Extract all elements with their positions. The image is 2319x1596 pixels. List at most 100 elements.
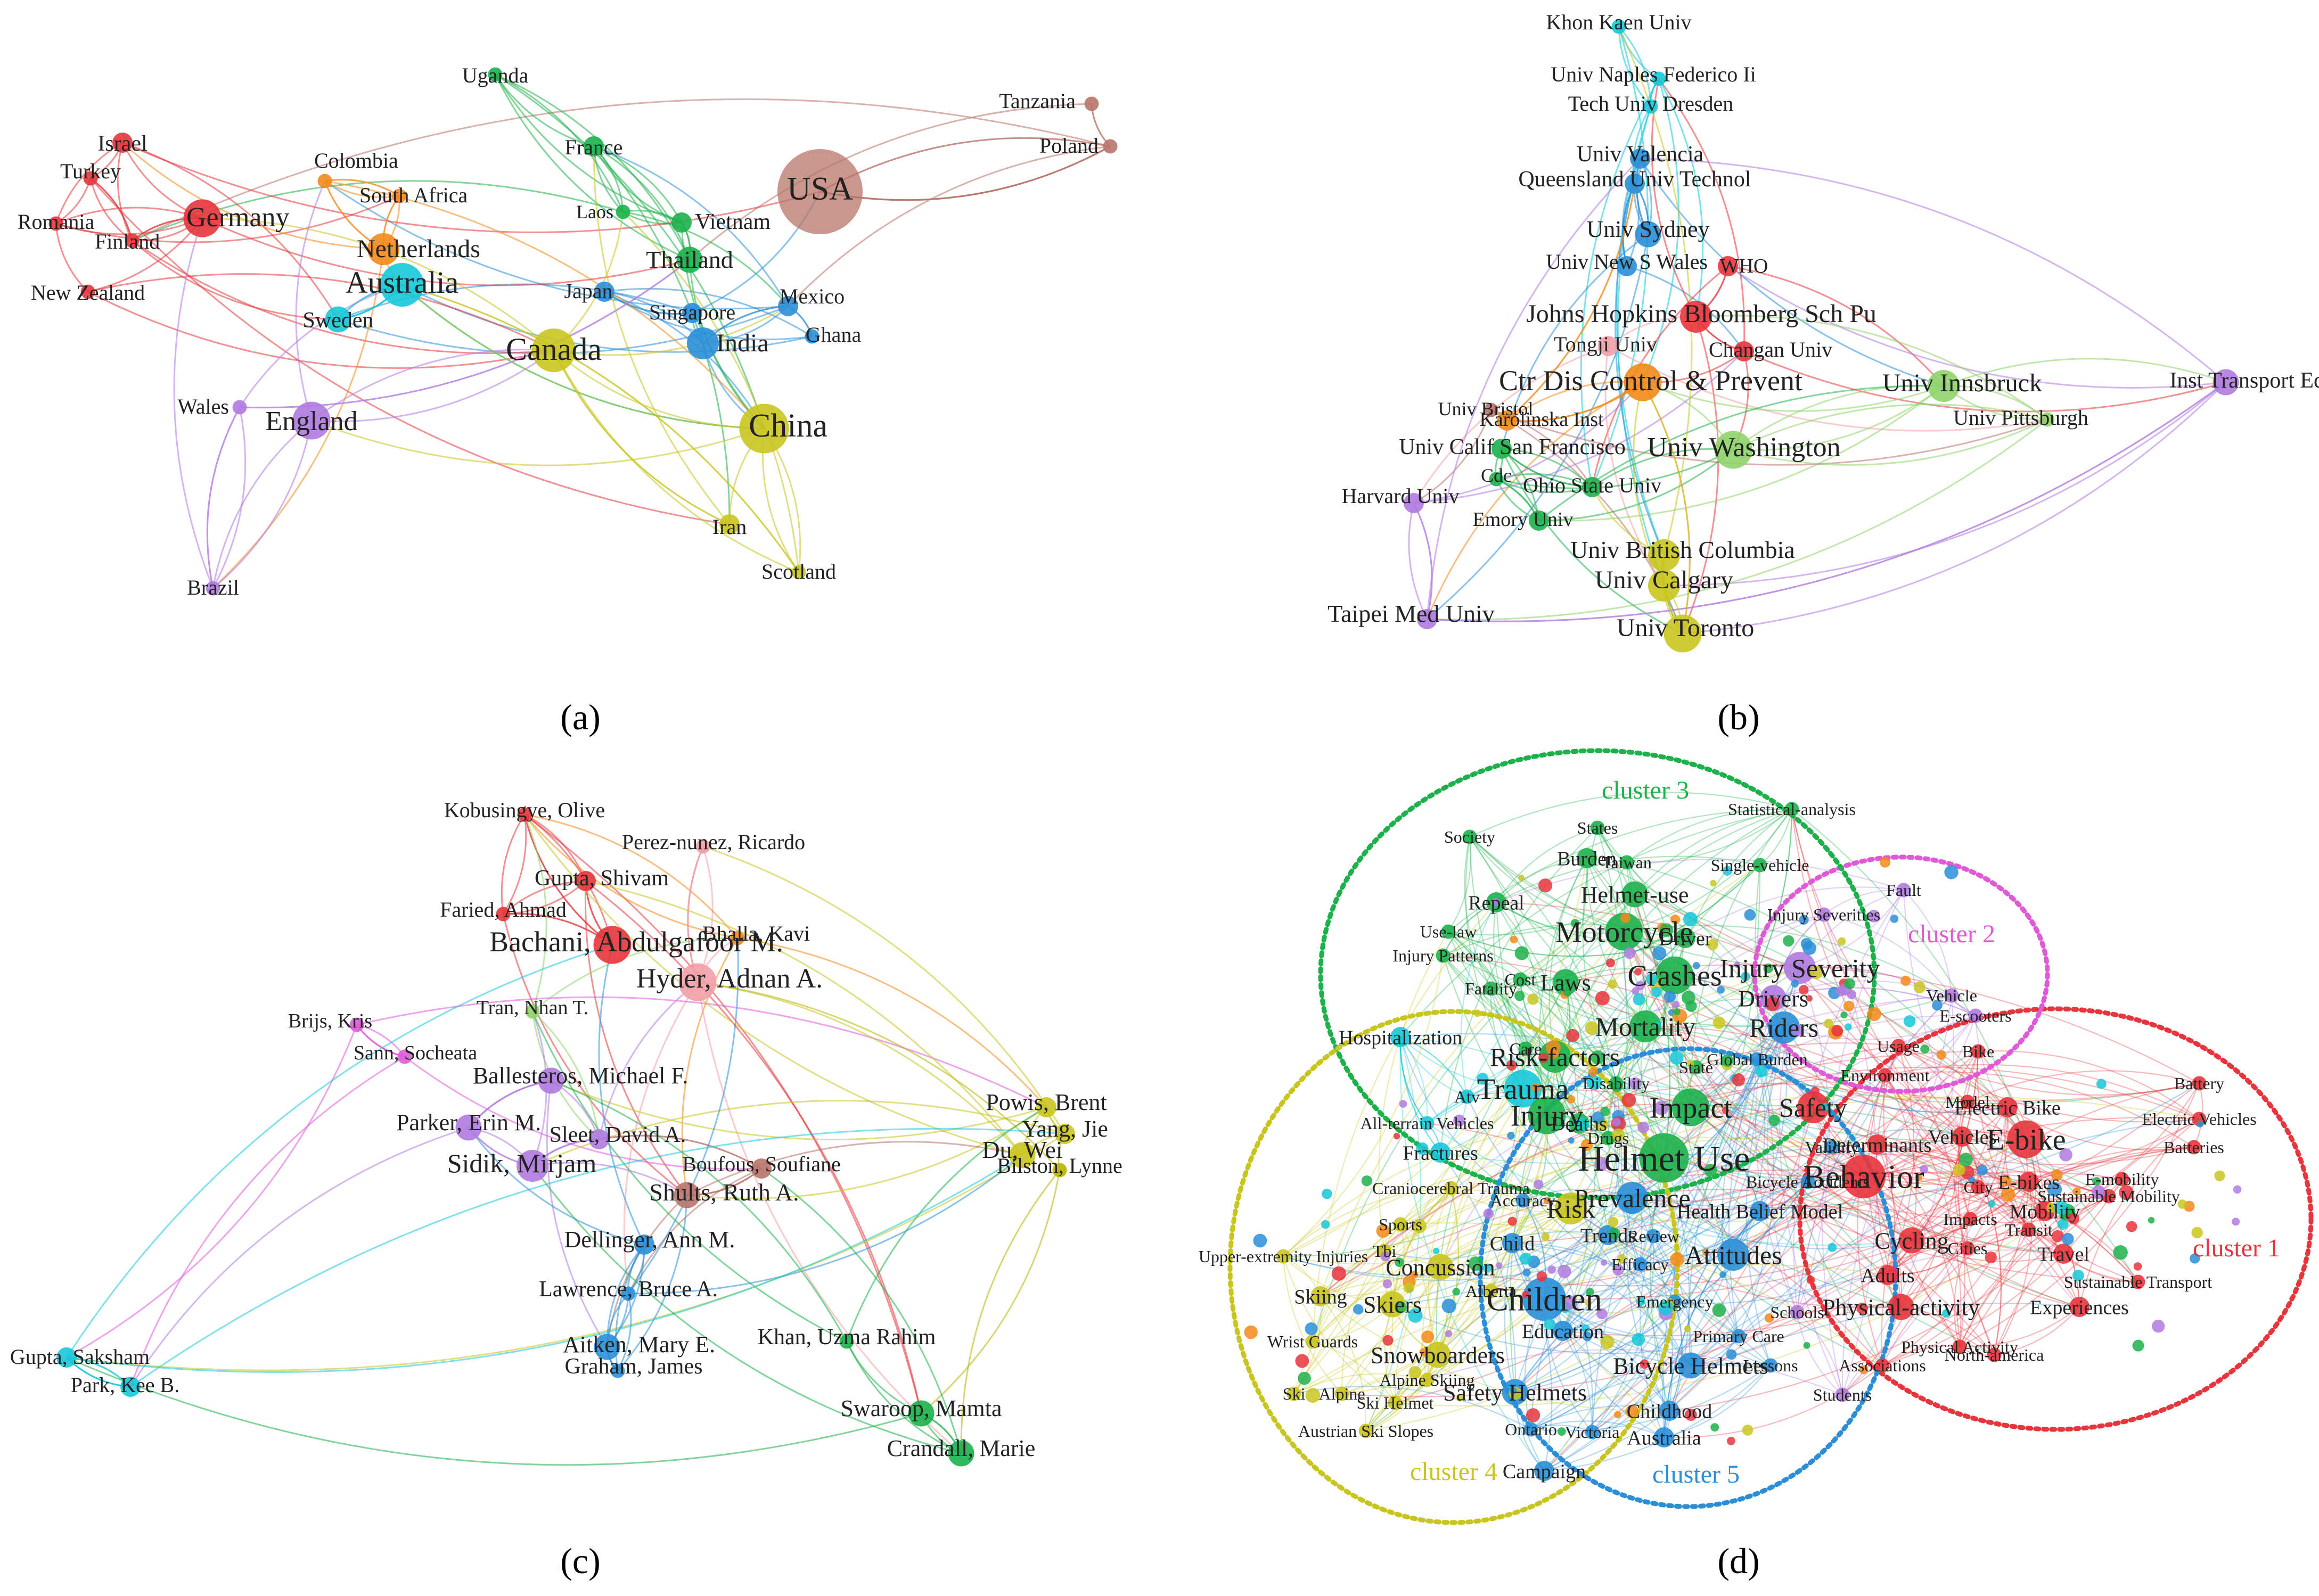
- node-australia[interactable]: [380, 263, 424, 307]
- node-johns-hopkins-bloomberg-sch-pu[interactable]: [1680, 301, 1712, 333]
- node-bicycle-helmets[interactable]: [1677, 1352, 1704, 1379]
- node-ctr-dis-control-prevent[interactable]: [1624, 363, 1662, 401]
- node-tongji-univ[interactable]: [1598, 336, 1618, 356]
- node-campaign[interactable]: [1534, 1461, 1554, 1481]
- node-inst-transport-econ[interactable]: [2213, 369, 2239, 396]
- node-new-zealand[interactable]: [80, 284, 95, 299]
- node-primary-care[interactable]: [1731, 1329, 1746, 1344]
- node-iran[interactable]: [719, 514, 740, 534]
- node-fractures[interactable]: [1430, 1142, 1451, 1163]
- node-usage[interactable]: [1891, 1039, 1906, 1054]
- node-aitken-mary-e[interactable]: [594, 1334, 620, 1360]
- node-faried-ahmad[interactable]: [496, 907, 511, 922]
- node-vietnam[interactable]: [671, 212, 692, 233]
- node-univ-innsbruck[interactable]: [1928, 370, 1960, 402]
- node-yang-jie[interactable]: [1055, 1124, 1075, 1144]
- node-sann-socheata[interactable]: [397, 1049, 412, 1064]
- node-australia[interactable]: [1654, 1427, 1674, 1447]
- node-univ-calif-san-francisco[interactable]: [1492, 439, 1512, 459]
- node-fault[interactable]: [1896, 883, 1911, 898]
- node-battery[interactable]: [2192, 1076, 2207, 1091]
- node-crashes[interactable]: [1656, 956, 1694, 994]
- node-fatality[interactable]: [1484, 981, 1498, 996]
- node-sweden[interactable]: [325, 306, 351, 333]
- node-craniocerebral-trauma[interactable]: [1444, 1181, 1458, 1196]
- node-upper-extremity-injuries[interactable]: [1276, 1249, 1291, 1264]
- node-khon-kaen-univ[interactable]: [1611, 19, 1626, 34]
- node-health-belief-model[interactable]: [1750, 1201, 1770, 1221]
- node-cdc[interactable]: [1489, 472, 1504, 487]
- node-sports[interactable]: [1393, 1217, 1408, 1232]
- node-risk[interactable]: [1555, 1192, 1587, 1224]
- node-lawrence-bruce-a[interactable]: [621, 1286, 636, 1301]
- node-ghana[interactable]: [805, 329, 820, 344]
- node-scotland[interactable]: [791, 565, 806, 580]
- node-bicycle-accidents[interactable]: [1800, 1174, 1815, 1189]
- node-who[interactable]: [1718, 256, 1738, 276]
- node-ohio-state-univ[interactable]: [1582, 477, 1602, 497]
- node-statistical-analysis[interactable]: [1784, 802, 1799, 817]
- node-childhood[interactable]: [1659, 1401, 1679, 1421]
- node-univ-british-columbia[interactable]: [1648, 539, 1680, 571]
- node-boufous-soufiane[interactable]: [751, 1158, 772, 1179]
- node-sleet-david-a[interactable]: [589, 1129, 609, 1149]
- node-education[interactable]: [1553, 1321, 1573, 1341]
- node-city[interactable]: [1971, 1180, 1986, 1195]
- node-environment[interactable]: [1878, 1068, 1892, 1083]
- node-model[interactable]: [1960, 1095, 1975, 1109]
- node-injury-patterns[interactable]: [1436, 948, 1451, 963]
- node-states[interactable]: [1590, 820, 1605, 835]
- node-netherlands[interactable]: [367, 233, 399, 265]
- node-safety[interactable]: [1797, 1091, 1829, 1123]
- node-all-terrain-vehicles[interactable]: [1420, 1116, 1435, 1131]
- node-alpine-skiing[interactable]: [1420, 1372, 1435, 1387]
- node-univ-sydney[interactable]: [1635, 221, 1661, 248]
- node-emory-univ[interactable]: [1529, 511, 1549, 531]
- node-china[interactable]: [739, 404, 789, 454]
- node-ballesteros-michael-f[interactable]: [538, 1067, 564, 1094]
- node-review[interactable]: [1646, 1229, 1661, 1244]
- node-impact[interactable]: [1671, 1088, 1710, 1126]
- node-schools[interactable]: [1790, 1305, 1805, 1320]
- node-society[interactable]: [1462, 829, 1477, 844]
- node-wrist-guards[interactable]: [1305, 1334, 1320, 1349]
- node-shults-ruth-a[interactable]: [674, 1182, 700, 1208]
- node-taiwan[interactable]: [1619, 855, 1634, 870]
- node-helmet-use[interactable]: [1639, 1133, 1689, 1183]
- node-ski-helmet[interactable]: [1388, 1395, 1403, 1410]
- node-alberta[interactable]: [1484, 1284, 1498, 1298]
- node-tanzania[interactable]: [1084, 96, 1099, 111]
- node-ski[interactable]: [1286, 1386, 1301, 1401]
- node-bike[interactable]: [1971, 1044, 1986, 1059]
- node-england[interactable]: [292, 401, 331, 440]
- node-victoria[interactable]: [1585, 1425, 1600, 1439]
- node-cities[interactable]: [1960, 1241, 1975, 1256]
- node-validity[interactable]: [1824, 1140, 1839, 1155]
- node-tran-nhan-t[interactable]: [525, 1004, 540, 1019]
- node-sustainable-transport[interactable]: [2130, 1274, 2145, 1289]
- node-injury[interactable]: [1528, 1096, 1566, 1134]
- node-germany[interactable]: [183, 199, 222, 237]
- node-physical-activity[interactable]: [1888, 1294, 1914, 1320]
- node-attitudes[interactable]: [1717, 1239, 1749, 1271]
- node-uganda[interactable]: [488, 67, 503, 82]
- node-singapore[interactable]: [682, 303, 702, 323]
- node-experiences[interactable]: [2069, 1297, 2089, 1317]
- node-graham-james[interactable]: [610, 1363, 625, 1378]
- node-motorcycle[interactable]: [1605, 912, 1643, 951]
- node-wales[interactable]: [232, 400, 247, 415]
- node-child[interactable]: [1502, 1233, 1522, 1253]
- node-usa[interactable]: [777, 149, 863, 234]
- node-helmet-use[interactable]: [1621, 881, 1648, 908]
- node-poland[interactable]: [1103, 139, 1118, 154]
- node-injury-severities[interactable]: [1816, 907, 1831, 922]
- node-hospitalization[interactable]: [1390, 1027, 1411, 1047]
- node-finland[interactable]: [125, 233, 140, 248]
- node-students[interactable]: [1835, 1387, 1850, 1402]
- node-accuracy[interactable]: [1515, 1193, 1530, 1208]
- node-karolinska-inst[interactable]: [1497, 410, 1517, 431]
- node-ontario[interactable]: [1523, 1422, 1538, 1437]
- node-atv[interactable]: [1460, 1089, 1474, 1104]
- node-laos[interactable]: [616, 204, 630, 219]
- node-drugs[interactable]: [1601, 1131, 1616, 1146]
